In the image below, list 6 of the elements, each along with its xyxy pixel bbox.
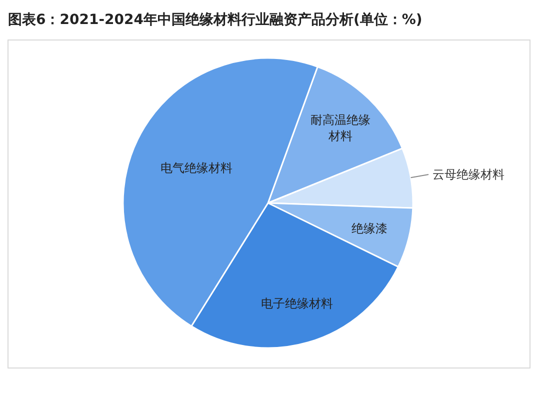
slice-label: 绝缘漆 [351, 221, 388, 236]
slice-label: 电气绝缘材料 [160, 161, 232, 176]
slice-label: 云母绝缘材料 [432, 168, 504, 182]
slice-label: 耐高温绝缘材料 [310, 112, 370, 143]
slice-label: 电子绝缘材料 [260, 296, 333, 310]
chart-title: 图表6：2021-2024年中国绝缘材料行业融资产品分析(单位：%) [8, 11, 422, 28]
